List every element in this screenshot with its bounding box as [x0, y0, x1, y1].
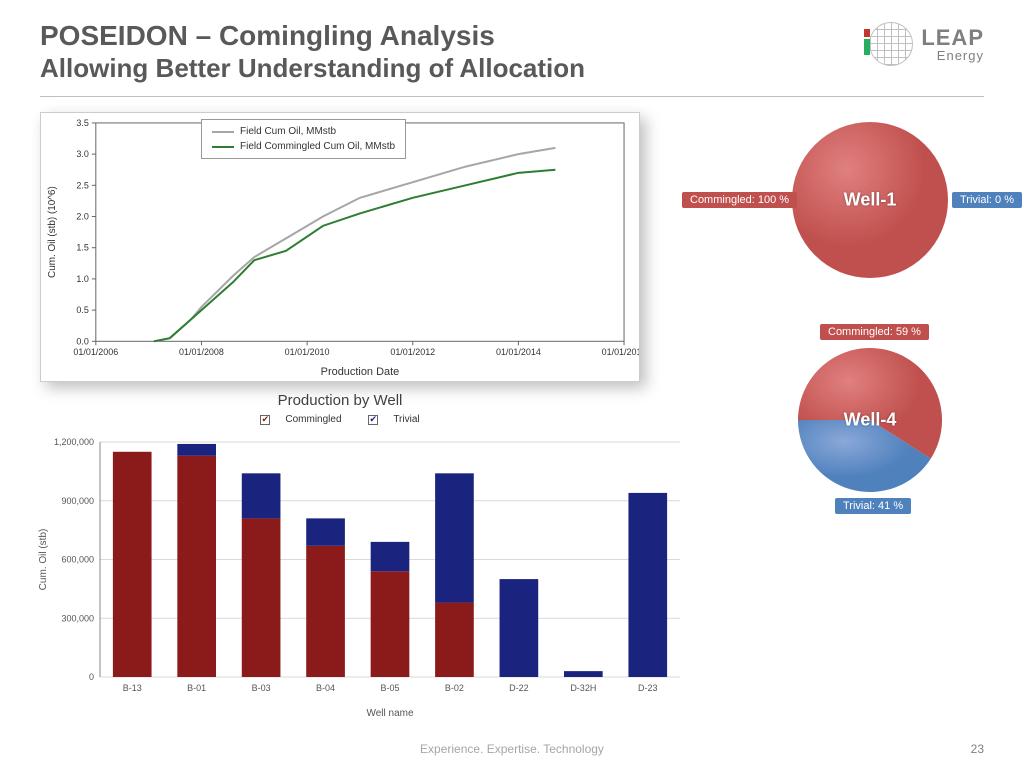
- svg-text:B-13: B-13: [123, 683, 142, 693]
- pie-well1: Well-1: [792, 122, 948, 278]
- tag-commingled: Commingled: 100 %: [682, 192, 797, 208]
- bar-chart-title: Production by Well: [40, 392, 640, 409]
- tag-trivial: Trivial: 41 %: [835, 498, 911, 514]
- globe-icon: [869, 22, 913, 66]
- svg-text:2.5: 2.5: [76, 180, 88, 190]
- pie-label: Well-4: [844, 410, 897, 431]
- svg-text:D-22: D-22: [509, 683, 529, 693]
- svg-text:D-23: D-23: [638, 683, 658, 693]
- svg-text:B-04: B-04: [316, 683, 335, 693]
- svg-text:B-05: B-05: [380, 683, 399, 693]
- svg-text:01/01/2010: 01/01/2010: [285, 347, 330, 357]
- line-chart-legend: Field Cum Oil, MMstbField Commingled Cum…: [201, 119, 406, 159]
- svg-text:600,000: 600,000: [61, 555, 94, 565]
- company-logo: LEAP Energy: [869, 22, 984, 66]
- svg-text:3.5: 3.5: [76, 118, 88, 128]
- svg-text:0: 0: [89, 672, 94, 682]
- svg-text:B-01: B-01: [187, 683, 206, 693]
- svg-text:1.0: 1.0: [76, 274, 88, 284]
- svg-text:Well name: Well name: [366, 708, 413, 719]
- svg-text:300,000: 300,000: [61, 613, 94, 623]
- legend-commingled: Commingled: [285, 414, 341, 425]
- svg-text:01/01/2006: 01/01/2006: [73, 347, 118, 357]
- pie-well4: Well-4: [798, 348, 942, 492]
- svg-text:01/01/2016: 01/01/2016: [602, 347, 639, 357]
- svg-text:900,000: 900,000: [61, 496, 94, 506]
- tag-commingled: Commingled: 59 %: [820, 324, 929, 340]
- page-number: 23: [971, 742, 984, 756]
- svg-text:2.0: 2.0: [76, 212, 88, 222]
- svg-text:01/01/2012: 01/01/2012: [390, 347, 435, 357]
- svg-text:D-32H: D-32H: [570, 683, 596, 693]
- logo-text-main: LEAP: [921, 27, 984, 49]
- svg-text:1,200,000: 1,200,000: [54, 437, 94, 447]
- header-divider: [40, 96, 984, 97]
- svg-text:B-03: B-03: [252, 683, 271, 693]
- logo-text-sub: Energy: [921, 49, 984, 62]
- svg-text:01/01/2008: 01/01/2008: [179, 347, 224, 357]
- svg-text:1.5: 1.5: [76, 243, 88, 253]
- svg-text:Cum. Oil (stb): Cum. Oil (stb): [38, 529, 49, 591]
- svg-text:0.0: 0.0: [76, 336, 88, 346]
- cum-oil-line-chart: 0.0 0.5 1.0 1.5 2.0 2.5 3.0 3.5 01/01/2006 01/01/…: [40, 112, 640, 382]
- tag-trivial: Trivial: 0 %: [952, 192, 1022, 208]
- page-subtitle: Allowing Better Understanding of Allocat…: [40, 53, 984, 84]
- svg-text:3.0: 3.0: [76, 149, 88, 159]
- footer-tagline: Experience. Expertise. Technology: [0, 742, 1024, 756]
- svg-text:B-02: B-02: [445, 683, 464, 693]
- page-title: POSEIDON – Comingling Analysis: [40, 18, 984, 53]
- pie-label: Well-1: [844, 190, 897, 211]
- svg-text:Production Date: Production Date: [321, 366, 400, 378]
- svg-text:0.5: 0.5: [76, 305, 88, 315]
- bar-chart-legend: ✔Commingled ✔Trivial: [40, 414, 640, 425]
- legend-trivial: Trivial: [393, 414, 419, 425]
- svg-text:01/01/2014: 01/01/2014: [496, 347, 541, 357]
- svg-text:Cum. Oil (stb) (10^6): Cum. Oil (stb) (10^6): [47, 186, 58, 278]
- production-by-well-bar-chart: 0 300,000 600,000 900,000 1,200,000 B-13 B-01 B…: [30, 432, 690, 722]
